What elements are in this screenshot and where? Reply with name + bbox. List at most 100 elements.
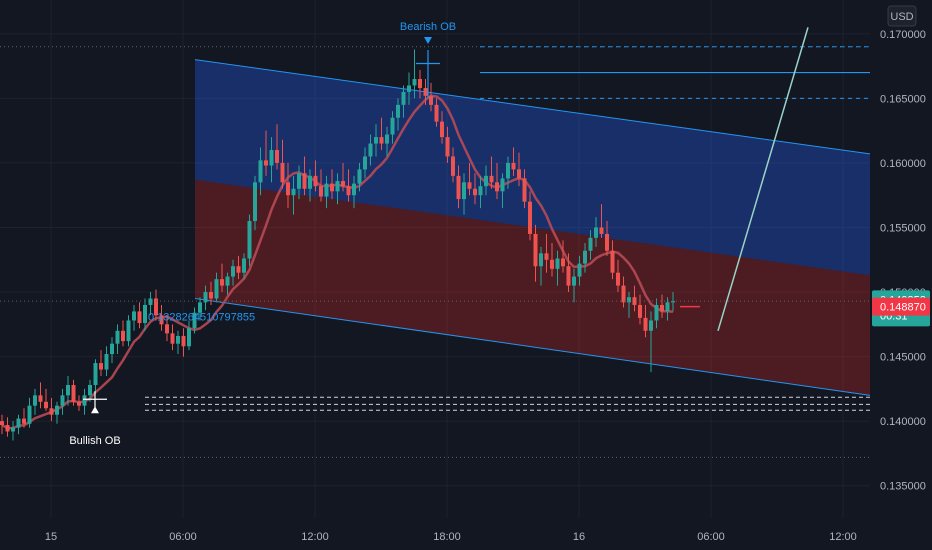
channel-upper-line (194, 59, 871, 155)
candle (594, 217, 598, 247)
candle-body (225, 276, 230, 286)
candle-body (489, 175, 494, 183)
candle-body (286, 182, 290, 196)
candle-body (110, 343, 114, 355)
candle-body (440, 121, 444, 138)
grid (0, 0, 870, 518)
candle (110, 337, 114, 364)
candle (583, 242, 587, 273)
candle-body (170, 333, 175, 344)
candle-body (60, 395, 65, 406)
candle (385, 126, 389, 157)
candle-body (148, 298, 153, 305)
price-tick-label: 0.170000 (880, 29, 926, 41)
candle (49, 397, 54, 422)
candle-body (16, 418, 21, 428)
candle (264, 130, 268, 176)
candle (104, 346, 109, 376)
price-tick-label: 0.155000 (880, 222, 926, 234)
candle-body (27, 405, 32, 424)
candle (522, 169, 527, 209)
candle (115, 324, 120, 355)
candle-body (231, 266, 235, 277)
candle-body (104, 354, 109, 370)
candle-body (115, 330, 120, 344)
candle (396, 98, 400, 131)
candle (247, 214, 252, 267)
candle-body (297, 173, 301, 189)
candle (357, 162, 362, 192)
candle (11, 421, 15, 441)
candle (429, 82, 433, 112)
candle (374, 124, 378, 157)
candle-body (594, 227, 598, 238)
candle (632, 285, 637, 312)
candle-body (209, 292, 213, 299)
candle (324, 175, 329, 209)
candle (181, 328, 186, 357)
time-tick-label: 06:00 (697, 531, 725, 543)
candle-body (330, 183, 334, 192)
candle-body (616, 272, 620, 286)
time-tick-label: 15 (45, 531, 57, 543)
candle (225, 272, 230, 295)
candle-body (49, 408, 54, 415)
candle (165, 315, 169, 342)
candle (60, 388, 65, 415)
candle-body (511, 162, 516, 170)
candle-body (621, 285, 626, 303)
candle-body (643, 317, 648, 331)
regression-channel (194, 59, 871, 396)
candle-body (121, 330, 125, 342)
candle-body (555, 258, 560, 269)
candle (352, 175, 356, 209)
candle-body (176, 335, 180, 344)
candle (286, 162, 290, 209)
candle-body (280, 162, 285, 183)
price-axis[interactable]: 0.1350000.1400000.1450000.1500000.155000… (870, 0, 932, 550)
candle-body (500, 178, 505, 192)
candle (473, 173, 477, 205)
candle (610, 240, 615, 280)
candle-body (434, 104, 439, 122)
candle-body (324, 183, 329, 197)
candle-body (319, 186, 323, 197)
candle-body (423, 88, 428, 96)
candle-body (462, 182, 466, 200)
candle-body (93, 363, 98, 386)
candle-body (264, 160, 268, 166)
candle (660, 294, 664, 318)
candle-body (368, 143, 373, 157)
candle (346, 169, 351, 202)
candle-body (599, 227, 604, 234)
candle (192, 307, 197, 334)
candle-body (132, 311, 136, 321)
candle (187, 320, 191, 351)
candle-body (418, 79, 422, 89)
candle (0, 414, 4, 435)
candle (649, 311, 653, 373)
candle (148, 292, 153, 316)
time-axis[interactable]: 15 06:00 12:00 18:00 16 06:00 12:00 (0, 518, 870, 550)
bullish-ob-marker (91, 406, 99, 414)
candle-body (588, 237, 593, 251)
candle-body (346, 186, 351, 196)
candle (451, 147, 455, 183)
candle-body (506, 162, 510, 179)
candle-body (335, 181, 340, 192)
candle (484, 165, 488, 196)
candle (671, 292, 675, 312)
candle-body (401, 91, 406, 105)
lower-price-tag (872, 297, 930, 316)
candle (616, 259, 620, 293)
candle-body (544, 253, 549, 260)
candle (253, 175, 257, 231)
candle-body (82, 395, 87, 406)
candles[interactable] (0, 49, 675, 441)
candle (5, 417, 10, 437)
candle-body (44, 401, 48, 409)
bearish-ob-marker (424, 37, 432, 44)
candle-body (313, 175, 318, 187)
